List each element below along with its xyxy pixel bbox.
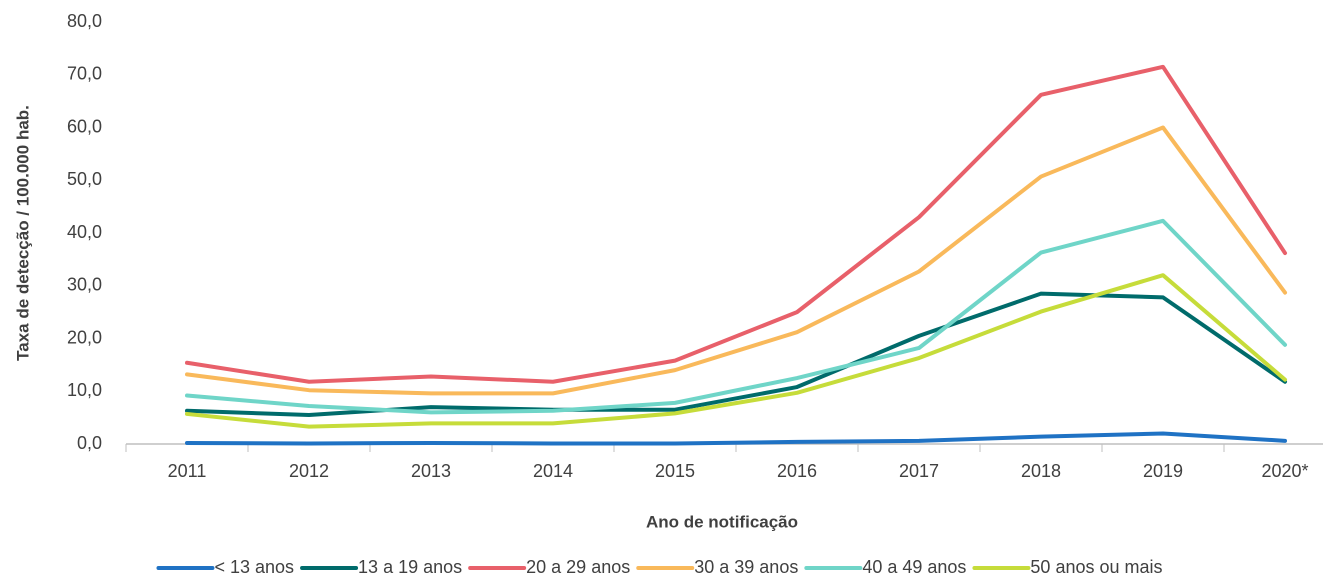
y-tick-label: 40,0 [67,222,102,242]
x-tick-label: 2015 [655,461,695,481]
x-tick-label: 2014 [533,461,573,481]
y-tick-label: 60,0 [67,116,102,136]
y-tick-label: 80,0 [67,11,102,31]
x-tick-label: 2013 [411,461,451,481]
y-tick-label: 0,0 [77,433,102,453]
series-line [185,64,1287,384]
x-tick-label: 2019 [1143,461,1183,481]
y-tick-label: 70,0 [67,64,102,84]
legend-label: 40 a 49 anos [862,557,966,577]
series-line [185,291,1287,417]
legend-label: 20 a 29 anos [526,557,630,577]
legend-label: 13 a 19 anos [358,557,462,577]
x-tick-label: 2018 [1021,461,1061,481]
y-axis-title: Taxa de detecção / 100.000 hab. [13,105,32,361]
y-tick-label: 30,0 [67,275,102,295]
series-line [185,431,1287,446]
y-tick-label: 10,0 [67,380,102,400]
x-axis-title: Ano de notificação [646,512,798,531]
series-line [185,125,1287,396]
x-tick-label: 2017 [899,461,939,481]
legend-label: 50 anos ou mais [1030,557,1162,577]
legend-label: < 13 anos [214,557,294,577]
x-tick-label: 2011 [168,461,207,481]
x-tick-label: 2020* [1261,461,1308,481]
y-tick-label: 20,0 [67,327,102,347]
legend-label: 30 a 39 anos [694,557,798,577]
x-tick-label: 2016 [777,461,817,481]
x-tick-label: 2012 [289,461,329,481]
y-tick-label: 50,0 [67,169,102,189]
series-line [185,273,1287,429]
series-line [185,218,1287,415]
